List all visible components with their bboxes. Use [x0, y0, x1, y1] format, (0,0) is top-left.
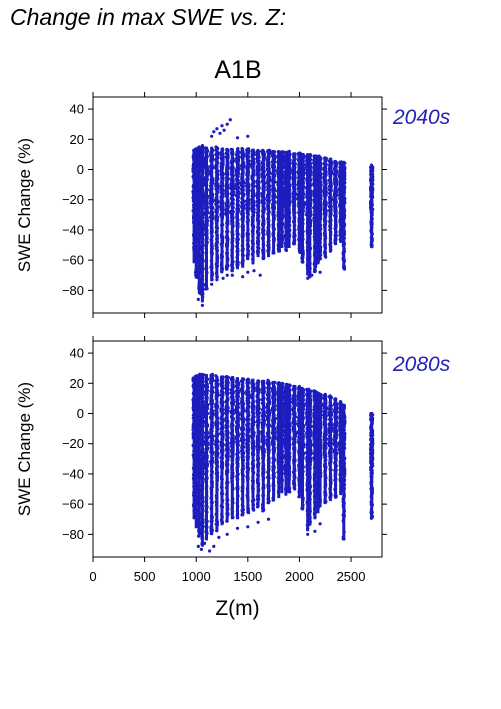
scenario-title: A1B [214, 56, 262, 84]
page-heading: Change in max SWE vs. Z: [10, 4, 287, 30]
period-label-2040s: 2040s [393, 106, 451, 129]
data-points [191, 118, 375, 307]
period-label-2080s: 2080s [393, 353, 451, 376]
